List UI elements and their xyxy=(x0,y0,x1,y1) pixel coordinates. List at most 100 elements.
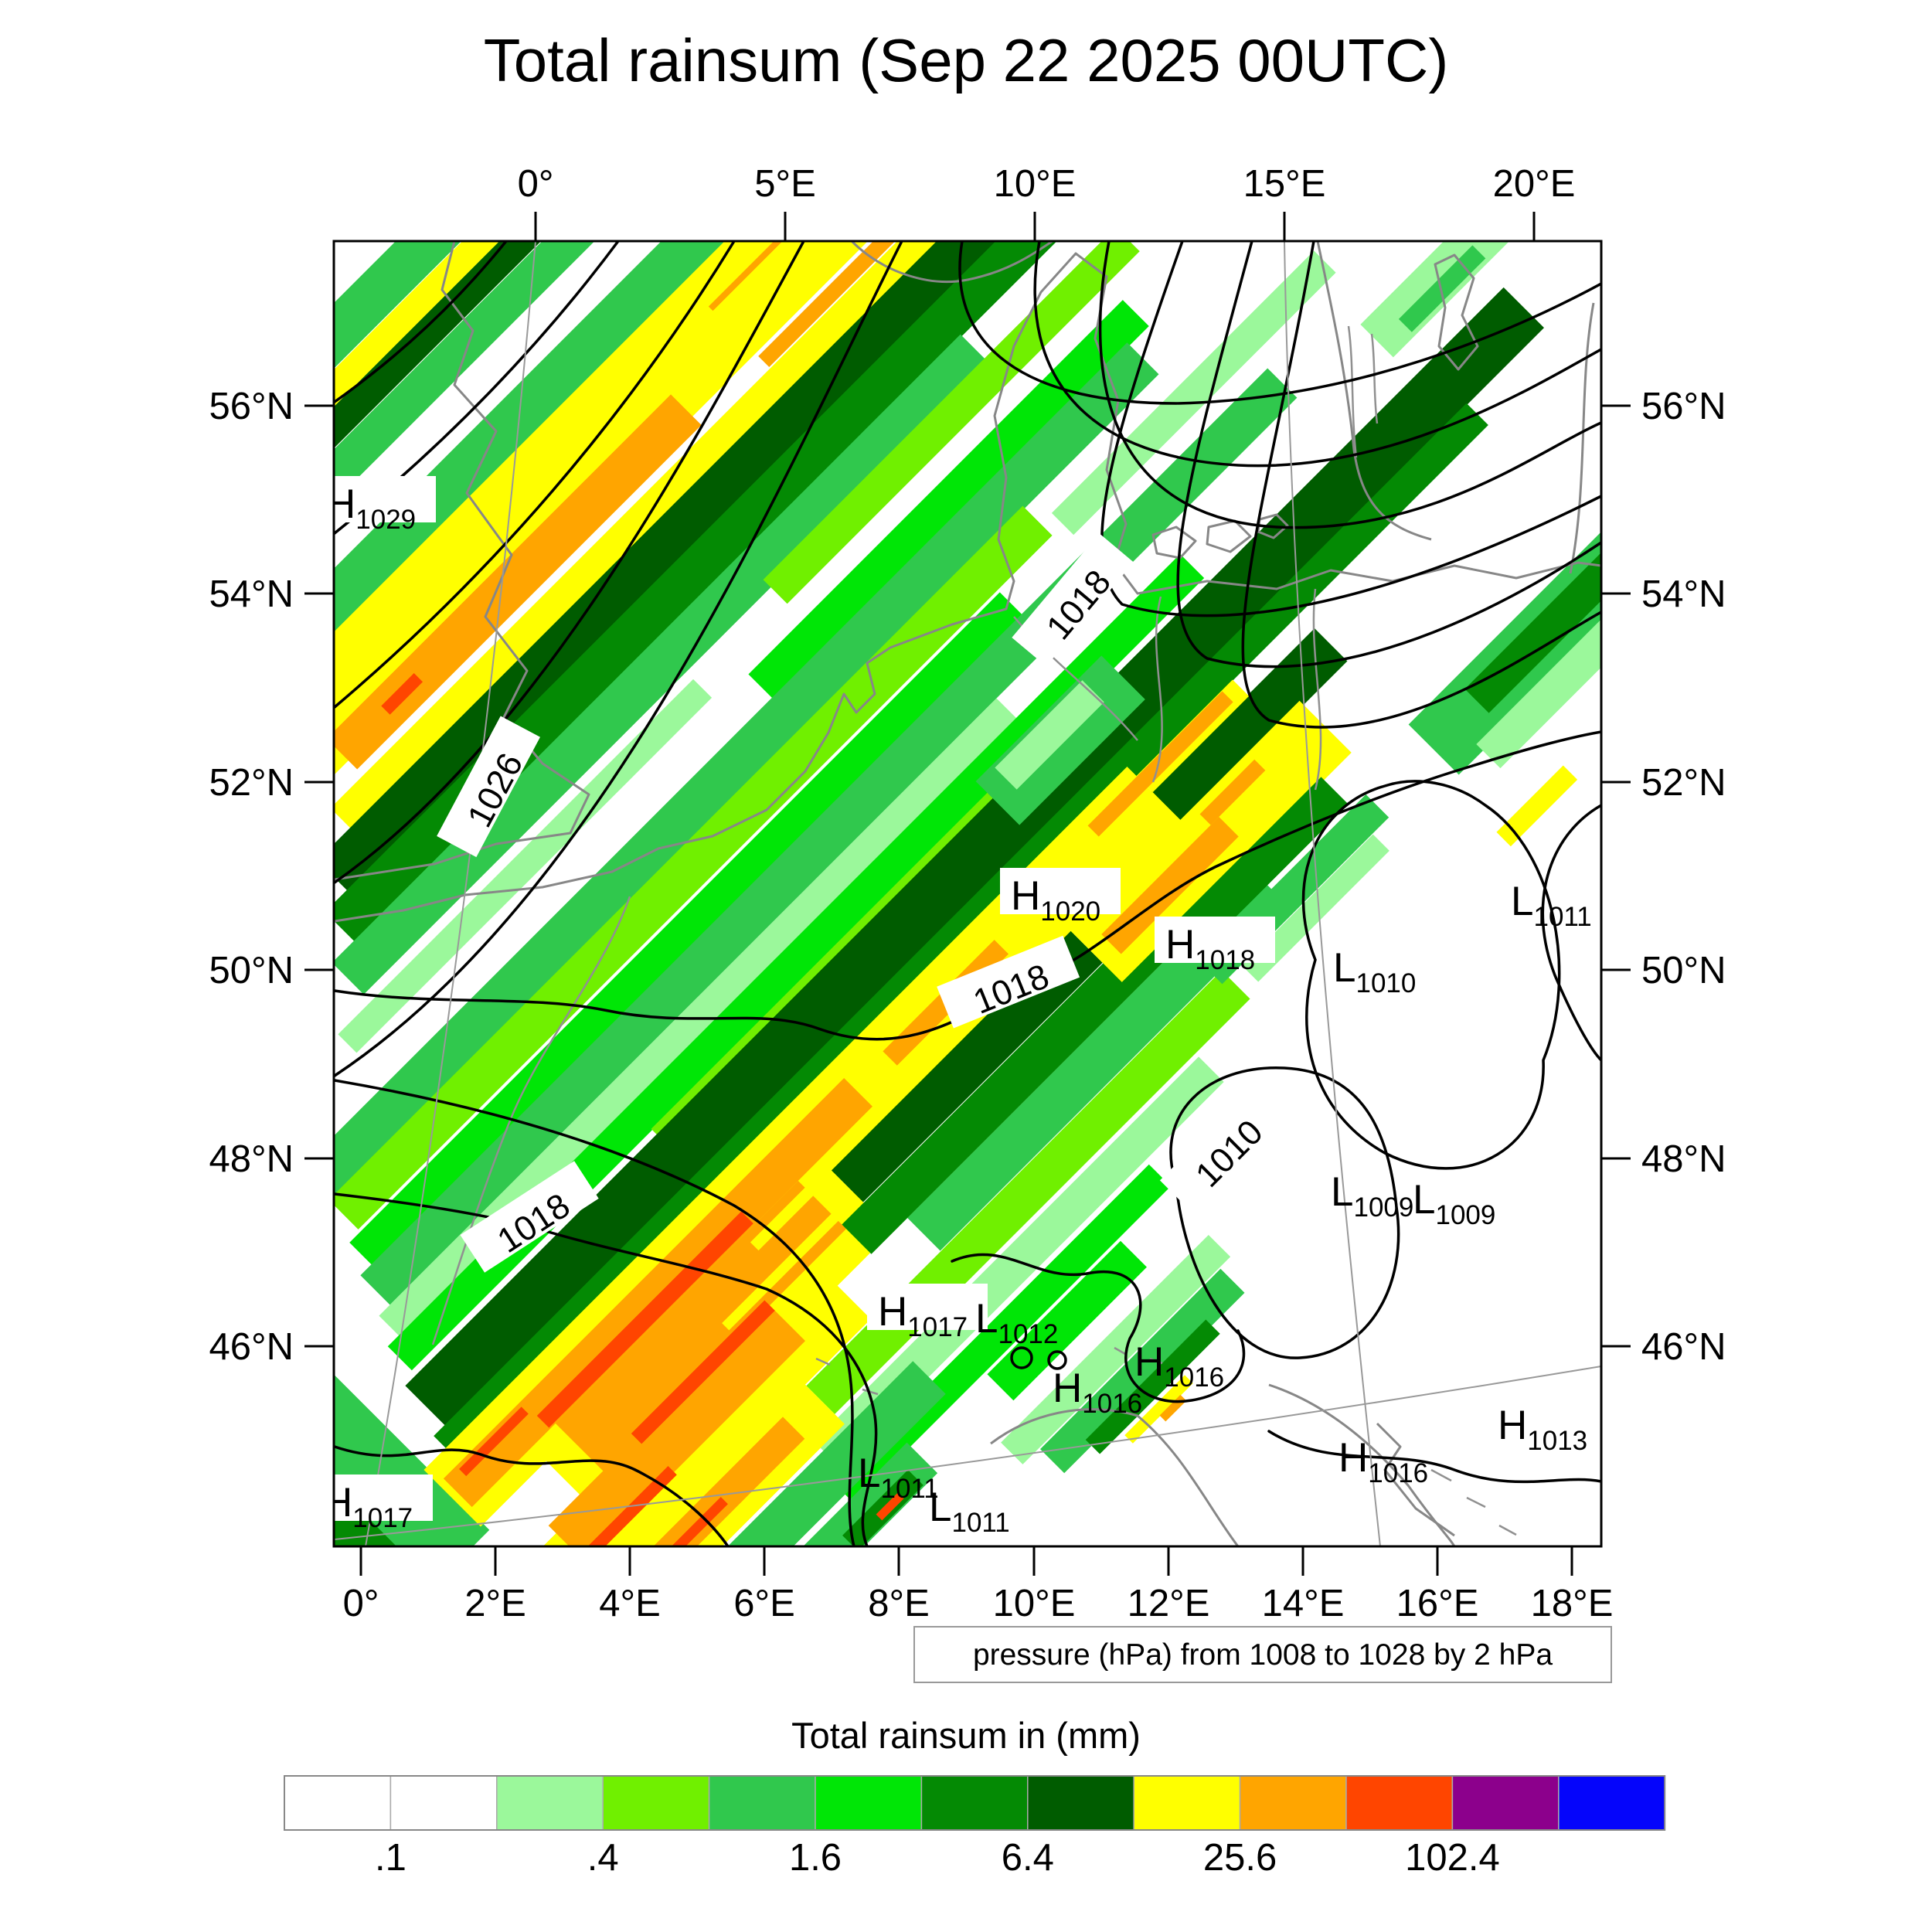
colorbar-tick-label: 102.4 xyxy=(1405,1837,1500,1879)
pressure-center-text: L1012 xyxy=(975,1296,1058,1349)
high-label-1013: H1013 xyxy=(1498,1403,1587,1456)
colorbar-cell xyxy=(1027,1775,1134,1831)
label-box xyxy=(460,1161,599,1273)
rain-band xyxy=(434,403,1488,1458)
bottom-axis-label: 4°E xyxy=(599,1583,661,1624)
colorbar-cell xyxy=(1133,1775,1241,1831)
right-axis-label: 48°N xyxy=(1641,1138,1726,1180)
rain-band xyxy=(334,241,709,550)
graticule xyxy=(334,241,1601,1546)
rain-band xyxy=(334,1349,490,1546)
isobar-fan-5 xyxy=(334,241,903,1077)
rain-band xyxy=(1496,765,1578,847)
bottom-axis-label: 12°E xyxy=(1128,1583,1210,1624)
rain-band xyxy=(995,680,1104,790)
pressure-center-text: H1017 xyxy=(323,1480,413,1533)
rain-band xyxy=(750,1056,944,1251)
bottom-axis-label: 2°E xyxy=(464,1583,526,1624)
bottom-axis-label: 18°E xyxy=(1531,1583,1614,1624)
high-label-1020: H1020 xyxy=(1000,868,1121,927)
isobar-ne-3 xyxy=(1098,241,1601,529)
isobar-sw-low xyxy=(334,1445,730,1546)
meridian-0e xyxy=(365,241,536,1546)
colorbar-tick-label: 6.4 xyxy=(1002,1837,1054,1879)
rhine-river xyxy=(431,896,631,1345)
pressure-center-text: H1016 xyxy=(1134,1339,1224,1393)
right-axis-label: 56°N xyxy=(1641,386,1726,427)
isobar-minor-loop-2 xyxy=(1047,1350,1067,1370)
sweden-south-coast xyxy=(850,241,1053,283)
pressure-center-text: L1009 xyxy=(1413,1177,1495,1230)
rain-band xyxy=(1087,691,1233,837)
colorbar-border xyxy=(284,1775,1666,1831)
rain-band xyxy=(334,241,643,448)
plot-title: Total rainsum (Sep 22 2025 00UTC) xyxy=(484,26,1449,94)
rain-band xyxy=(987,1240,1147,1401)
label-box xyxy=(937,935,1080,1029)
oder-river xyxy=(1151,588,1322,791)
danish-islands xyxy=(1151,513,1289,560)
colorbar-tick-label: 1.6 xyxy=(789,1837,842,1879)
isobar-se-1016 xyxy=(1267,1430,1601,1484)
isobar-fan-1 xyxy=(334,241,508,403)
isobar-ne-1 xyxy=(958,241,1601,405)
parallel-45n xyxy=(334,1366,1601,1540)
rain-band xyxy=(1241,834,1389,982)
istria-coast xyxy=(1376,1422,1455,1537)
rain-band xyxy=(334,241,1043,892)
right-axis-label: 46°N xyxy=(1641,1326,1726,1368)
rain-band xyxy=(567,1466,677,1546)
uk-coast xyxy=(334,241,590,881)
pressure-center-text: H1029 xyxy=(326,481,416,535)
rain-band xyxy=(334,241,618,457)
label-box xyxy=(1000,868,1121,914)
colorbar-cell xyxy=(496,1775,604,1831)
pressure-center-text: L1010 xyxy=(1333,945,1416,998)
rain-band xyxy=(831,930,1103,1202)
rain-band xyxy=(334,394,702,770)
pressure-note-box xyxy=(913,1626,1612,1683)
rain-band xyxy=(907,871,1287,1251)
isobar-l1011-edge xyxy=(1541,804,1601,1062)
rain-band xyxy=(1124,1375,1193,1444)
high-label-1016: H1016 xyxy=(1053,1366,1142,1419)
high-label-1018: H1018 xyxy=(1155,917,1275,975)
left-axis-label: 50°N xyxy=(209,950,294,992)
label-box xyxy=(437,716,540,858)
rain-band xyxy=(443,1078,872,1508)
isobar-ne-2 xyxy=(1033,241,1601,468)
rain-band xyxy=(1001,1234,1231,1464)
colorbar-cell xyxy=(602,1775,710,1831)
top-axis-label: 10°E xyxy=(994,163,1077,205)
low-label-1009: L1009 xyxy=(1331,1169,1413,1223)
rain-band xyxy=(1360,241,1528,358)
label-box xyxy=(1012,533,1134,667)
colorbar: .1 .4 1.6 6.4 25.6 102.4 xyxy=(284,1775,1666,1879)
baltic-east-coast xyxy=(1569,302,1595,574)
colorbar-cell xyxy=(1239,1775,1347,1831)
rain-band xyxy=(555,1180,847,1472)
top-axis-label: 15°E xyxy=(1243,163,1326,205)
rain-band xyxy=(379,698,1024,1343)
rain-band xyxy=(405,287,1544,1427)
colorbar-tick-label: 25.6 xyxy=(1203,1837,1277,1879)
rain-band xyxy=(334,241,968,730)
rain-band xyxy=(334,241,1014,830)
bottom-axis-label: 16°E xyxy=(1396,1583,1479,1624)
isobar-minor-loop-1 xyxy=(1010,1346,1033,1369)
colorbar-cell xyxy=(1558,1775,1665,1831)
rain-band xyxy=(334,1540,397,1546)
rain-band xyxy=(334,675,766,1140)
gotland-island xyxy=(1434,253,1479,371)
rain-band xyxy=(334,334,992,995)
right-axis-label: 50°N xyxy=(1641,950,1726,992)
bottom-axis-label: 6°E xyxy=(733,1583,795,1624)
meridian-15e xyxy=(1284,241,1381,1546)
coastlines xyxy=(334,241,1601,1546)
rain-band xyxy=(1476,384,1601,769)
isobar-ne-6 xyxy=(1241,241,1601,729)
high-label-1017: H1017 xyxy=(867,1284,988,1342)
rain-band xyxy=(1101,817,1239,954)
low-label-1011: L1011 xyxy=(858,1451,939,1504)
